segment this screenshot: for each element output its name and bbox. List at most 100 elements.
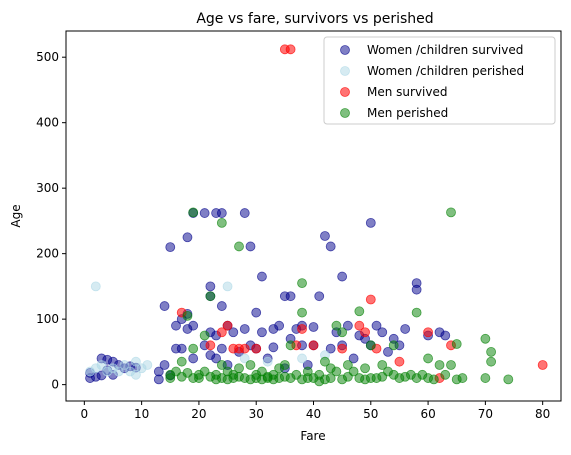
data-point [130,356,141,367]
x-axis-label: Fare [300,429,325,443]
data-point [285,44,296,55]
data-point [377,360,388,370]
data-point [285,291,296,302]
legend: Women /children survived Women /children … [323,36,556,125]
data-point [457,373,468,383]
data-point [337,327,348,338]
data-point [434,360,445,370]
data-point [325,343,336,354]
data-point [257,271,267,282]
series-4 [165,207,514,387]
data-point [222,281,233,292]
x-tick-label: 40 [306,407,321,421]
data-point [360,363,370,374]
data-point [337,271,348,282]
data-point [245,241,256,252]
data-point [234,363,244,374]
data-point [239,353,250,364]
data-point [325,373,336,383]
data-point [171,320,181,331]
x-tick-label: 60 [420,407,435,421]
data-point [411,307,422,318]
data-point [251,307,262,318]
data-point [182,310,193,321]
x-tick-label: 70 [478,407,493,421]
data-point [245,360,256,370]
points-layer [85,44,548,387]
data-point [428,374,439,385]
data-point [165,373,176,383]
data-point [130,369,141,380]
x-tick-label: 30 [249,407,264,421]
data-point [308,322,319,332]
y-axis-label: Age [9,204,23,227]
data-point [486,356,497,367]
x-tick-label: 50 [363,407,378,421]
data-point [440,330,451,341]
data-point [297,353,307,364]
y-axis: 0 100 200 300 400 500 [36,50,66,392]
data-point [360,327,370,338]
legend-label: Men survived [367,85,447,99]
data-point [159,360,170,370]
data-point [348,353,359,364]
data-point [96,360,107,370]
data-point [354,320,365,331]
data-point [211,353,222,364]
x-tick-label: 0 [81,407,89,421]
data-point [216,327,227,338]
data-point [176,343,187,354]
legend-marker [340,66,350,76]
data-point [216,217,227,228]
data-point [423,327,433,338]
data-point [440,369,451,380]
data-point [165,242,176,253]
data-point [331,366,342,377]
data-point [297,324,307,334]
data-point [314,291,325,302]
data-point [251,343,262,354]
legend-label: Women /children perished [367,64,524,78]
data-point [90,281,101,292]
data-point [205,340,216,351]
data-point [342,360,353,370]
legend-items: Women /children survived Women /children … [340,43,524,120]
legend-marker [340,45,350,55]
data-point [113,366,124,377]
data-point [423,353,433,364]
legend-label: Men perished [367,106,448,120]
data-point [194,373,204,383]
data-point [320,356,330,367]
legend-label: Women /children survived [367,43,523,57]
y-tick-label: 100 [36,312,59,326]
data-point [383,346,393,357]
data-point [411,284,422,295]
data-point [262,356,273,367]
data-point [188,207,199,218]
data-point [308,340,319,351]
data-point [320,231,330,241]
y-tick-label: 400 [36,116,59,130]
data-point [119,360,130,370]
data-point [446,207,456,218]
data-point [394,356,405,367]
x-tick-label: 20 [191,407,206,421]
data-point [239,208,250,218]
data-point [268,342,279,353]
data-point [188,343,199,354]
series-3 [176,44,548,383]
data-point [228,327,239,338]
y-tick-label: 0 [51,378,59,392]
data-point [239,324,250,334]
data-point [239,343,250,354]
x-axis: 0 10 20 30 40 50 60 70 80 [81,401,550,421]
data-point [297,278,307,289]
data-point [176,356,187,367]
x-tick-label: 80 [535,407,550,421]
data-point [199,330,210,341]
data-point [153,366,164,377]
data-point [216,360,227,370]
data-point [325,241,336,252]
data-point [216,343,227,354]
